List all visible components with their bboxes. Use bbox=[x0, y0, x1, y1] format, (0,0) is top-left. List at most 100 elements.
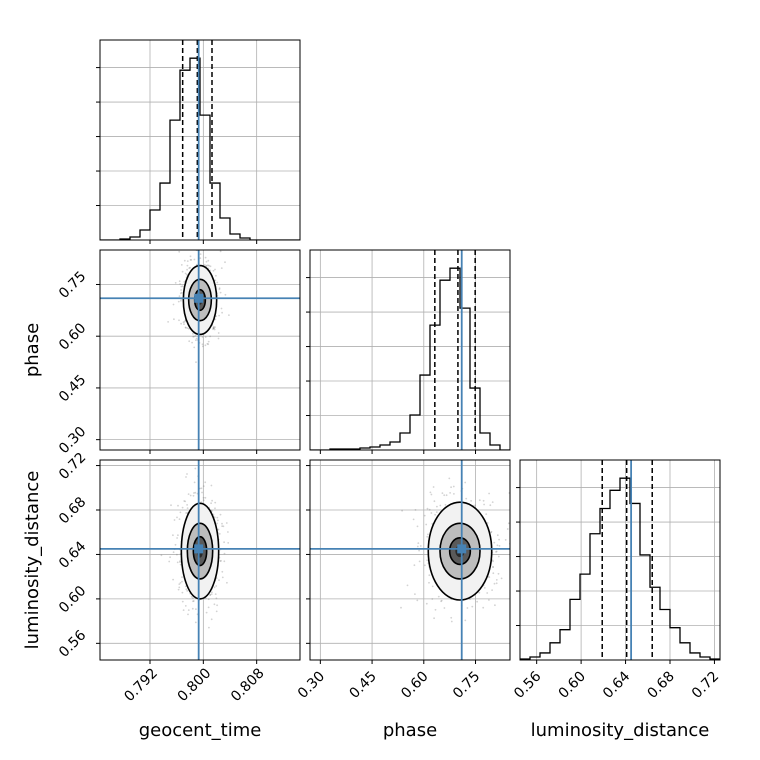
sample-point bbox=[204, 256, 207, 259]
sample-point bbox=[212, 269, 215, 272]
density-phase-luminosity_distance bbox=[310, 460, 513, 660]
sample-point bbox=[209, 265, 212, 268]
sample-point bbox=[227, 542, 230, 544]
sample-point bbox=[210, 502, 213, 505]
sample-point bbox=[214, 501, 217, 504]
sample-point bbox=[172, 551, 175, 554]
sample-point bbox=[492, 572, 495, 575]
sample-point bbox=[191, 607, 194, 610]
sample-point bbox=[416, 545, 419, 548]
sample-point bbox=[219, 291, 222, 294]
sample-point bbox=[215, 315, 218, 318]
sample-point bbox=[193, 335, 196, 338]
sample-point bbox=[209, 335, 212, 338]
sample-point bbox=[187, 613, 189, 616]
sample-point bbox=[186, 260, 189, 262]
sample-point bbox=[443, 494, 446, 497]
sample-point bbox=[202, 345, 204, 348]
sample-point bbox=[511, 539, 513, 541]
sample-point bbox=[213, 328, 216, 331]
sample-point bbox=[217, 332, 220, 334]
sample-point bbox=[495, 579, 498, 581]
xlabel-geocent-time: geocent_time bbox=[139, 720, 262, 741]
sample-point bbox=[492, 560, 494, 563]
sample-point bbox=[450, 620, 453, 623]
sample-point bbox=[207, 606, 210, 609]
sample-point bbox=[193, 258, 196, 261]
contour-line bbox=[182, 264, 218, 336]
sample-point bbox=[183, 323, 185, 325]
sample-point bbox=[195, 337, 198, 340]
sample-point bbox=[188, 267, 191, 269]
injection-marker bbox=[457, 544, 467, 554]
y-tick-label: 0.56 bbox=[56, 627, 89, 660]
sample-point bbox=[167, 321, 170, 323]
sample-point bbox=[177, 300, 180, 303]
sample-point bbox=[181, 591, 184, 594]
sample-point bbox=[221, 576, 224, 579]
sample-point bbox=[181, 285, 184, 288]
sample-point bbox=[433, 617, 435, 620]
sample-point bbox=[216, 516, 219, 519]
sample-point bbox=[441, 492, 444, 494]
sample-point bbox=[210, 484, 213, 487]
sample-point bbox=[223, 541, 226, 544]
sample-point bbox=[448, 477, 451, 480]
sample-point bbox=[201, 491, 203, 494]
sample-point bbox=[210, 618, 213, 621]
sample-point bbox=[174, 543, 177, 546]
sample-point bbox=[489, 504, 492, 507]
x-tick-label: 0.60 bbox=[556, 668, 589, 701]
sample-point bbox=[194, 467, 197, 470]
sample-point bbox=[168, 560, 171, 563]
ylabel-luminosity-distance: luminosity_distance bbox=[22, 471, 43, 650]
sample-point bbox=[185, 476, 187, 478]
sample-point bbox=[202, 499, 205, 502]
sample-point bbox=[205, 265, 208, 267]
sample-point bbox=[218, 314, 221, 317]
sample-point bbox=[485, 513, 488, 515]
sample-point bbox=[221, 522, 223, 525]
sample-point bbox=[212, 328, 214, 331]
sample-point bbox=[195, 608, 197, 610]
sample-point bbox=[186, 268, 189, 271]
sample-point bbox=[193, 492, 195, 494]
sample-point bbox=[176, 553, 178, 556]
sample-point bbox=[179, 561, 182, 563]
sample-point bbox=[178, 295, 181, 297]
sample-point bbox=[494, 604, 496, 607]
sample-point bbox=[476, 600, 478, 603]
sample-point bbox=[435, 511, 438, 513]
histogram-luminosity_distance bbox=[520, 477, 720, 660]
sample-point bbox=[474, 504, 476, 507]
sample-point bbox=[187, 609, 190, 611]
sample-point bbox=[218, 579, 220, 582]
sample-point bbox=[181, 270, 184, 273]
sample-point bbox=[495, 551, 497, 553]
sample-point bbox=[478, 499, 481, 502]
contour-line bbox=[192, 535, 208, 567]
sample-point bbox=[207, 264, 209, 267]
x-tick-label: 0.72 bbox=[689, 668, 722, 701]
sample-point bbox=[213, 586, 216, 589]
sample-point bbox=[223, 560, 226, 563]
sample-point bbox=[440, 600, 442, 603]
sample-point bbox=[202, 485, 205, 487]
sample-point bbox=[207, 598, 210, 601]
y-tick-label: 0.64 bbox=[56, 538, 89, 571]
sample-point bbox=[490, 531, 492, 534]
sample-point bbox=[180, 289, 183, 291]
sample-point bbox=[214, 507, 216, 510]
sample-point bbox=[416, 525, 419, 528]
sample-point bbox=[194, 334, 197, 337]
sample-point bbox=[218, 288, 221, 291]
density-geocent_time-phase bbox=[100, 250, 300, 450]
sample-point bbox=[189, 255, 192, 258]
sample-point bbox=[195, 361, 197, 363]
sample-point bbox=[224, 261, 226, 264]
sample-point bbox=[496, 544, 499, 547]
scatter-panel-geocent_time-vs-phase: 0.30 0.45 0.60 0.75 bbox=[56, 249, 301, 457]
sample-point bbox=[186, 504, 189, 506]
sample-point bbox=[173, 318, 175, 321]
sample-point bbox=[483, 503, 485, 506]
